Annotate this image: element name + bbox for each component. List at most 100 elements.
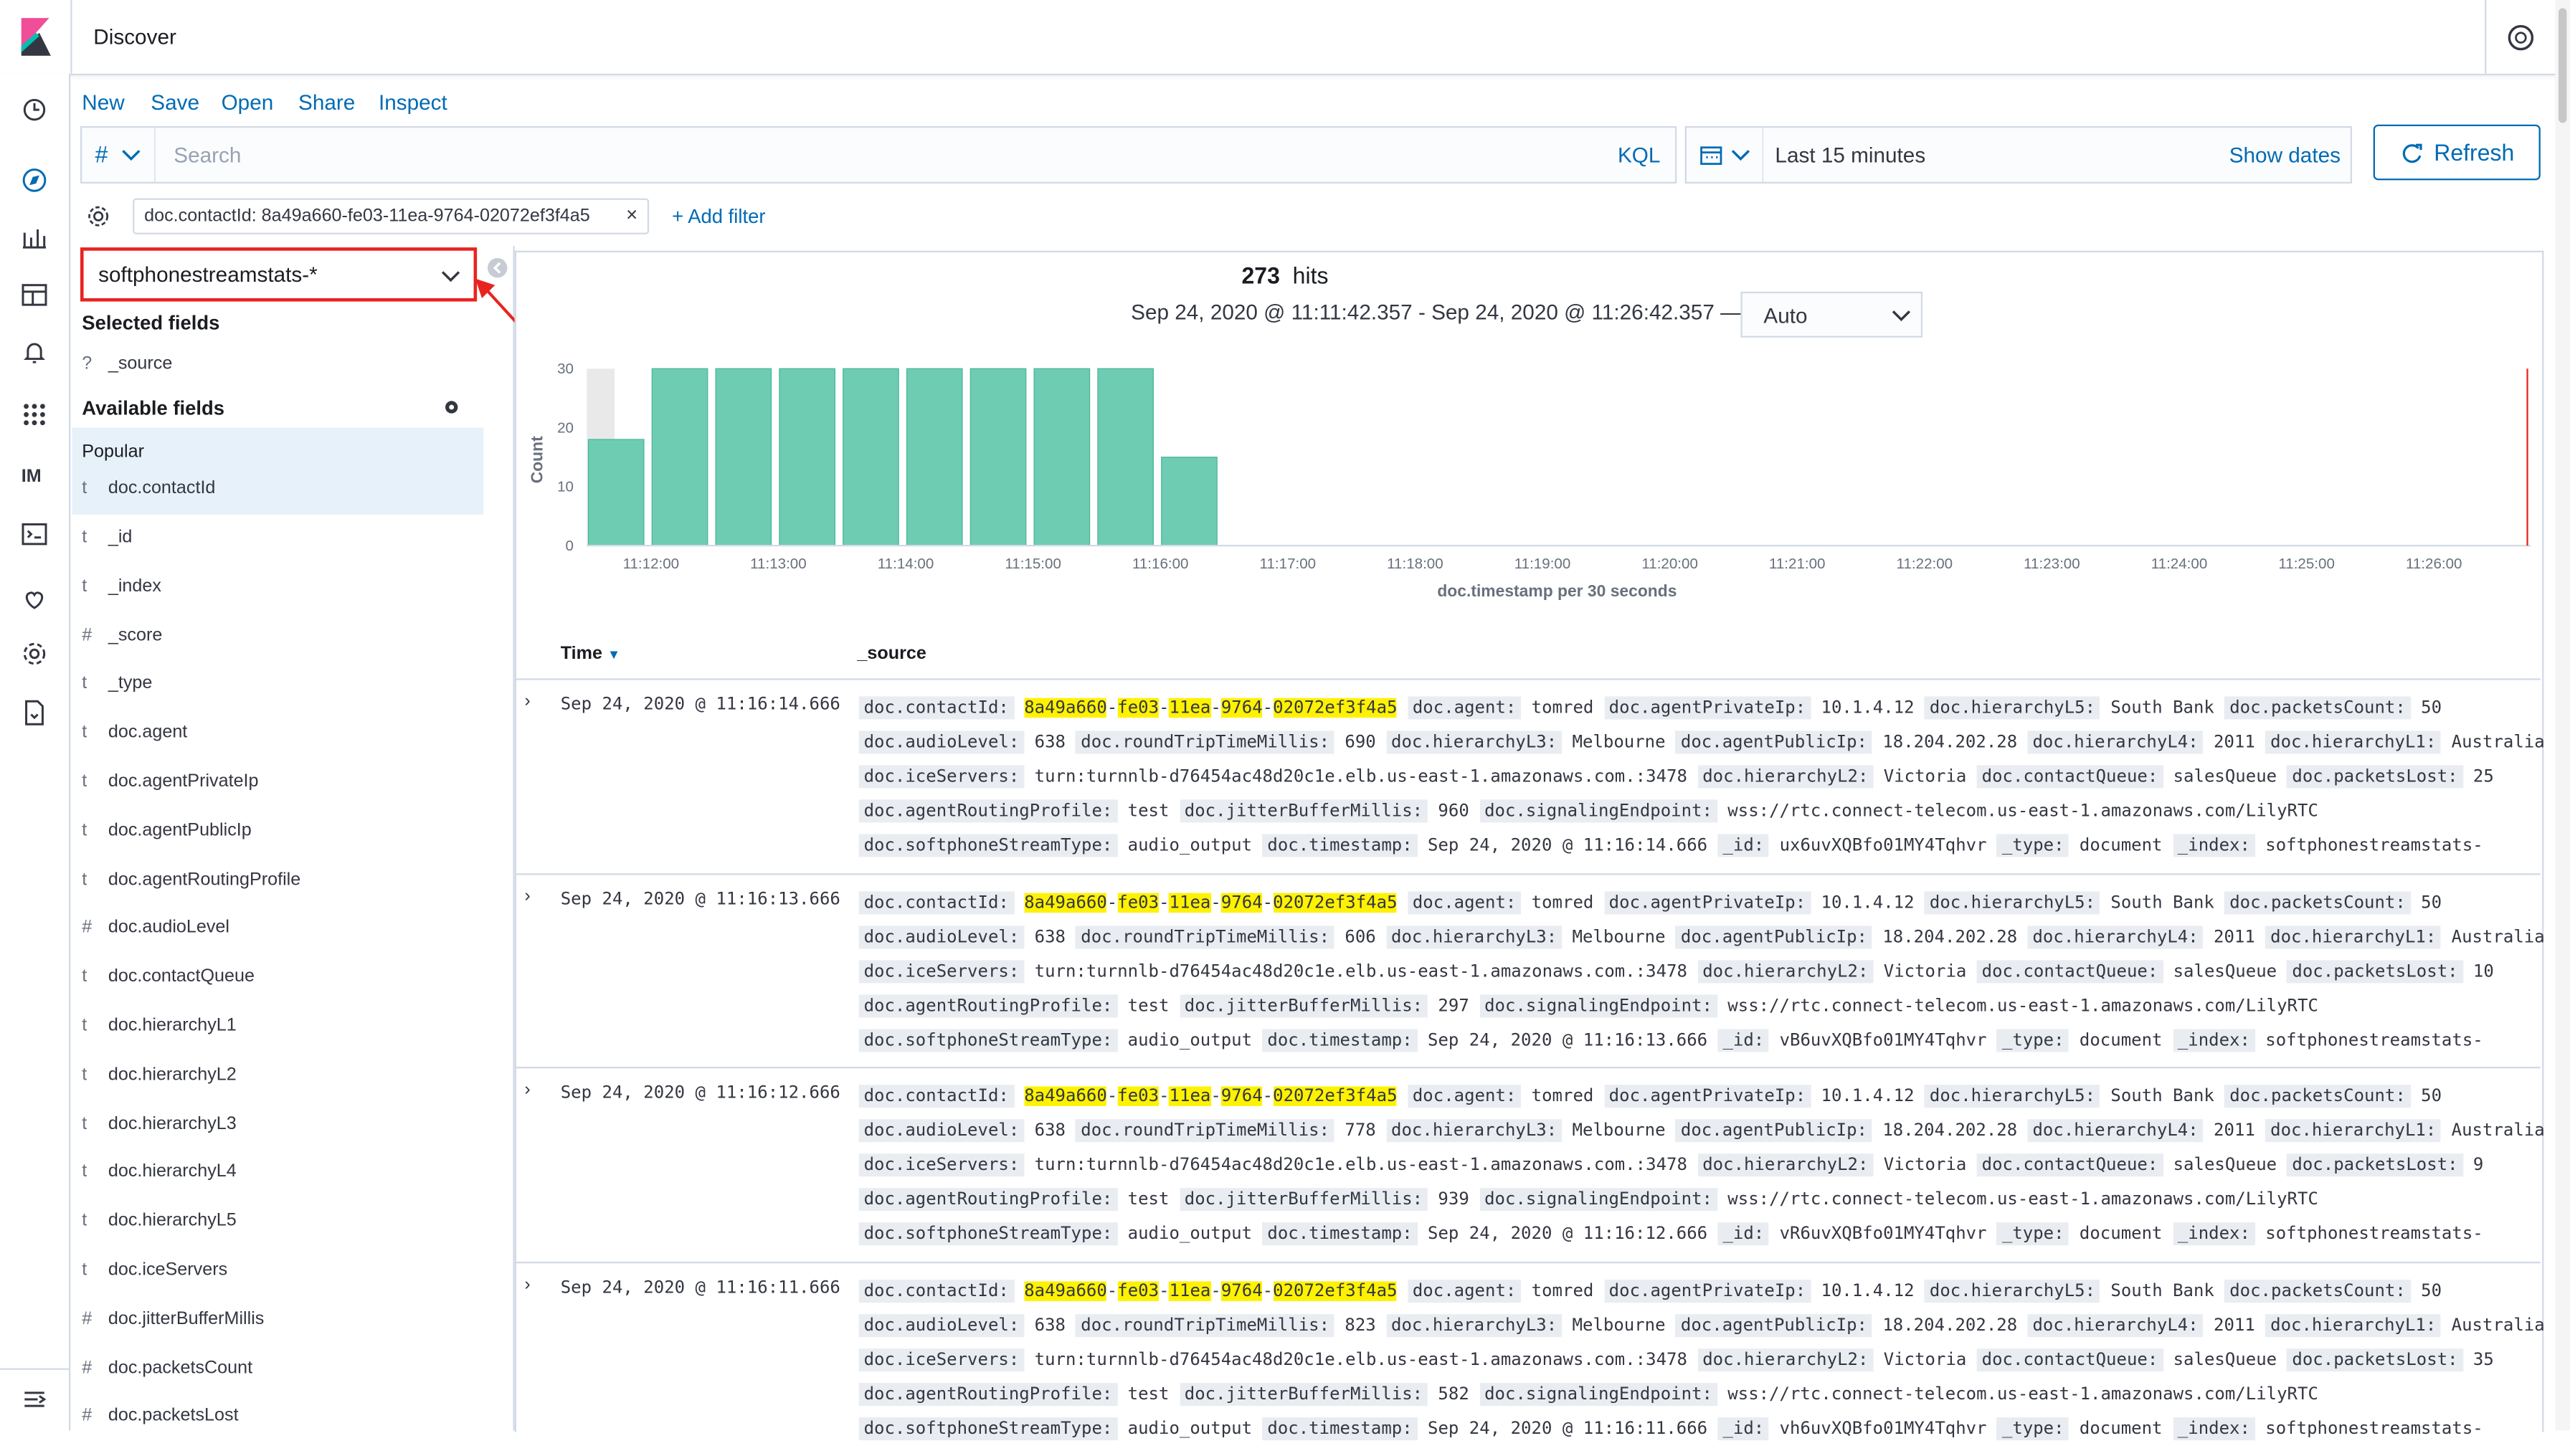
field-item[interactable]: t doc.iceServers	[72, 1255, 482, 1288]
column-header-time[interactable]: Time ▼	[561, 644, 620, 663]
column-header-source: _source	[857, 644, 926, 664]
field-item-doc-contactid[interactable]: t doc.contactId	[72, 474, 482, 507]
field-item[interactable]: # _score	[72, 620, 482, 653]
share-link[interactable]: Share	[298, 90, 356, 115]
expand-row-chevron-icon[interactable]: ›	[524, 1274, 531, 1294]
source-line: doc.audioLevel: 638 doc.roundTripTimeMil…	[858, 1119, 2545, 1143]
field-item[interactable]: # doc.packetsCount	[72, 1353, 482, 1386]
field-item[interactable]: t doc.agentPublicIp	[72, 816, 482, 849]
visualize-icon[interactable]	[19, 223, 49, 252]
collapse-nav-icon[interactable]	[19, 1384, 49, 1414]
save-link[interactable]: Save	[151, 90, 200, 115]
field-item[interactable]: # doc.jitterBufferMillis	[72, 1304, 482, 1337]
alerts-bell-icon[interactable]	[19, 338, 49, 367]
field-type-icon: t	[82, 576, 87, 596]
query-type-selector[interactable]: #	[82, 128, 156, 182]
page-scrollbar-thumb[interactable]	[2558, 8, 2567, 123]
show-dates-link[interactable]: Show dates	[2229, 142, 2341, 168]
field-name: doc.agentPublicIp	[108, 820, 252, 841]
search-input[interactable]: Search	[174, 142, 242, 168]
hits-count: 273 hits	[0, 262, 2570, 289]
monitoring-heartbeat-icon[interactable]	[19, 584, 49, 613]
remove-filter-icon[interactable]: ×	[626, 203, 638, 227]
sort-desc-icon[interactable]: ▼	[607, 647, 621, 662]
table-row[interactable]	[514, 678, 2541, 873]
kibana-logo[interactable]	[0, 0, 72, 74]
hits-label: hits	[1292, 262, 1329, 289]
field-item[interactable]: t _type	[72, 669, 482, 702]
source-line: doc.softphoneStreamType: audio_output do…	[858, 834, 2483, 857]
field-item[interactable]: t doc.hierarchyL1	[72, 1011, 482, 1044]
filter-settings-gear-icon[interactable]	[85, 203, 112, 229]
interval-select[interactable]: Auto	[1740, 291, 1923, 338]
nav-divider	[0, 1368, 69, 1370]
histogram-bar[interactable]	[715, 368, 772, 546]
help-menu[interactable]	[2485, 0, 2552, 74]
time-range-text[interactable]: Last 15 minutes	[1775, 142, 1926, 168]
kql-toggle-button[interactable]: KQL	[1617, 142, 1661, 168]
documentation-icon[interactable]	[19, 698, 49, 728]
field-item[interactable]: t doc.hierarchyL3	[72, 1108, 482, 1141]
expand-row-chevron-icon[interactable]: ›	[524, 885, 531, 905]
im-app-icon[interactable]: IM	[21, 467, 42, 487]
field-filter-gear-icon[interactable]	[442, 398, 460, 416]
index-pattern-selector[interactable]: softphonestreamstats-*	[80, 247, 478, 302]
open-link[interactable]: Open	[221, 90, 274, 115]
source-line: doc.audioLevel: 638 doc.roundTripTimeMil…	[858, 731, 2545, 754]
new-link[interactable]: New	[82, 90, 125, 115]
row-time: Sep 24, 2020 @ 11:16:11.666	[560, 1277, 840, 1298]
discover-compass-icon[interactable]	[19, 166, 49, 195]
refresh-button[interactable]: Refresh	[2373, 124, 2541, 181]
field-name: doc.hierarchyL2	[108, 1065, 237, 1085]
field-type-icon: t	[82, 1162, 87, 1182]
field-name: _score	[108, 625, 163, 645]
histogram-bar[interactable]	[1033, 368, 1091, 546]
dev-tools-console-icon[interactable]	[19, 520, 49, 549]
field-item[interactable]: t doc.hierarchyL2	[72, 1060, 482, 1093]
management-gear-icon[interactable]	[19, 639, 49, 668]
histogram-bar[interactable]	[1097, 368, 1154, 546]
expand-row-chevron-icon[interactable]: ›	[524, 691, 531, 711]
table-row[interactable]	[514, 1260, 2541, 1456]
x-tick-label: 11:20:00	[1641, 555, 1698, 572]
selected-field-source[interactable]: ? _source	[72, 349, 482, 382]
field-item[interactable]: t _index	[72, 571, 482, 604]
field-item[interactable]: # doc.audioLevel	[72, 913, 482, 946]
query-bar: # Search KQL	[80, 125, 1677, 184]
histogram-bar[interactable]	[779, 368, 836, 546]
field-item[interactable]: t _id	[72, 523, 482, 556]
field-item[interactable]: t doc.contactQueue	[72, 962, 482, 995]
table-row[interactable]	[514, 872, 2541, 1067]
add-filter-button[interactable]: + Add filter	[672, 204, 766, 228]
x-tick-label: 11:18:00	[1387, 555, 1443, 572]
histogram-bar[interactable]	[843, 368, 899, 546]
histogram-bar[interactable]	[1161, 457, 1218, 546]
table-row[interactable]	[514, 1066, 2541, 1262]
histogram-chart[interactable]: Count 0 10 20 30	[518, 352, 2543, 557]
field-item[interactable]: t doc.hierarchyL4	[72, 1158, 482, 1191]
inspect-link[interactable]: Inspect	[378, 90, 447, 115]
field-item[interactable]: t doc.agent	[72, 718, 482, 751]
histogram-bar[interactable]	[969, 368, 1027, 546]
x-tick-label: 11:25:00	[2278, 555, 2335, 572]
expand-row-chevron-icon[interactable]: ›	[524, 1080, 531, 1100]
field-item[interactable]: t doc.hierarchyL5	[72, 1207, 482, 1239]
quick-menu-button[interactable]	[1687, 128, 1764, 182]
field-type-icon: ?	[82, 353, 93, 374]
filter-pill[interactable]: doc.contactId: 8a49a660-fe03-11ea-9764-0…	[133, 198, 650, 234]
row-time: Sep 24, 2020 @ 11:16:12.666	[560, 1083, 840, 1103]
histogram-bar[interactable]	[587, 439, 645, 546]
histogram-bar[interactable]	[651, 368, 708, 546]
collapse-sidebar-icon[interactable]	[487, 257, 508, 279]
x-tick-label: 11:22:00	[1896, 555, 1953, 572]
dashboard-icon[interactable]	[19, 280, 49, 310]
chevron-down-icon	[1892, 310, 1911, 322]
field-name: doc.hierarchyL1	[108, 1016, 237, 1036]
recent-clock-icon[interactable]	[19, 95, 49, 125]
histogram-bar[interactable]	[906, 368, 963, 546]
canvas-grid-icon[interactable]	[19, 400, 49, 429]
field-item[interactable]: t doc.agentRoutingProfile	[72, 865, 482, 898]
field-item[interactable]: # doc.packetsLost	[72, 1402, 482, 1434]
page-scrollbar[interactable]	[2555, 0, 2570, 1431]
field-item[interactable]: t doc.agentPrivateIp	[72, 767, 482, 800]
